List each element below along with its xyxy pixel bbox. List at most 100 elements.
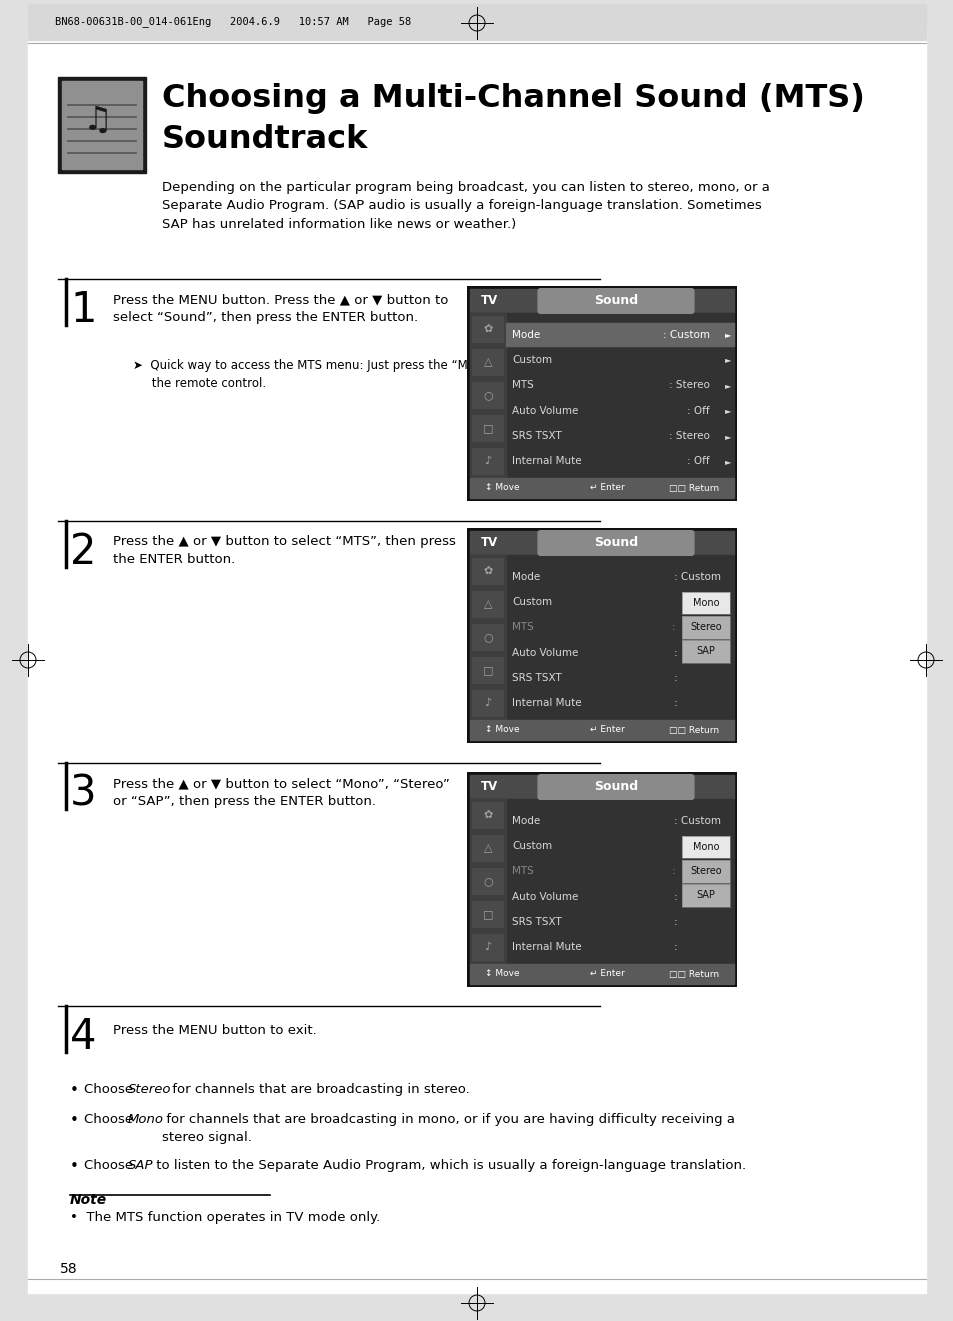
Text: Custom: Custom	[512, 597, 552, 606]
Bar	[472, 559, 503, 585]
FancyBboxPatch shape	[537, 530, 694, 556]
Text: Internal Mute: Internal Mute	[512, 457, 581, 466]
Text: ►: ►	[724, 330, 731, 339]
Text: Auto Volume: Auto Volume	[512, 406, 578, 416]
Text: ↵ Enter: ↵ Enter	[589, 483, 623, 493]
Bar	[470, 775, 733, 799]
Text: 58: 58	[60, 1262, 77, 1276]
Text: : Off: : Off	[687, 406, 709, 416]
Bar	[467, 528, 737, 742]
Text: MTS: MTS	[512, 622, 533, 633]
Text: ↕ Move: ↕ Move	[484, 970, 519, 979]
Text: TV: TV	[480, 536, 497, 550]
Text: Sound: Sound	[594, 781, 638, 794]
Bar	[681, 641, 729, 663]
Bar	[470, 799, 505, 964]
Text: ○: ○	[482, 633, 493, 642]
Bar	[470, 531, 733, 555]
Bar	[681, 592, 729, 614]
Text: □□ Return: □□ Return	[668, 483, 719, 493]
Text: to listen to the Separate Audio Program, which is usually a foreign-language tra: to listen to the Separate Audio Program,…	[152, 1159, 745, 1172]
Bar	[467, 771, 737, 987]
Text: MTS: MTS	[512, 867, 533, 876]
Text: :: :	[673, 674, 677, 683]
Bar	[472, 802, 503, 828]
Text: △: △	[483, 844, 492, 853]
Text: Custom: Custom	[512, 355, 552, 365]
Text: TV: TV	[480, 295, 497, 308]
Text: for channels that are broadcasting in mono, or if you are having difficulty rece: for channels that are broadcasting in mo…	[162, 1114, 734, 1144]
Text: :: :	[673, 699, 677, 708]
Text: ✿: ✿	[483, 811, 492, 820]
Bar	[472, 625, 503, 651]
Text: Soundtrack: Soundtrack	[162, 123, 368, 155]
Text: Auto Volume: Auto Volume	[512, 647, 578, 658]
FancyBboxPatch shape	[537, 774, 694, 801]
Text: □□ Return: □□ Return	[668, 970, 719, 979]
Text: ♪: ♪	[484, 942, 491, 952]
Bar	[470, 478, 733, 498]
Text: 4: 4	[70, 1016, 96, 1058]
Text: SAP: SAP	[696, 646, 715, 657]
Text: Mode: Mode	[512, 572, 539, 581]
Text: ↕ Move: ↕ Move	[484, 725, 519, 734]
Bar	[472, 934, 503, 960]
Bar	[470, 555, 733, 720]
Text: ►: ►	[724, 432, 731, 441]
Text: Stereo: Stereo	[689, 867, 721, 876]
Bar	[681, 860, 729, 882]
Text: : Custom: : Custom	[662, 329, 709, 339]
Text: : Stereo: : Stereo	[668, 431, 709, 441]
Text: Press the ▲ or ▼ button to select “Mono”, “Stereo”
or “SAP”, then press the ENTE: Press the ▲ or ▼ button to select “Mono”…	[112, 777, 450, 808]
Text: ○: ○	[482, 877, 493, 886]
Text: Mode: Mode	[512, 815, 539, 826]
Text: SRS TSXT: SRS TSXT	[512, 674, 561, 683]
Bar	[472, 316, 503, 342]
Bar	[470, 555, 505, 720]
Text: •: •	[70, 1114, 79, 1128]
Bar	[681, 641, 729, 663]
Bar	[681, 836, 729, 859]
Text: SRS TSXT: SRS TSXT	[512, 431, 561, 441]
Text: ↵ Enter: ↵ Enter	[589, 725, 623, 734]
Text: Mode: Mode	[512, 329, 539, 339]
Text: BN68-00631B-00_014-061Eng   2004.6.9   10:57 AM   Page 58: BN68-00631B-00_014-061Eng 2004.6.9 10:57…	[55, 17, 411, 28]
Text: ♫: ♫	[83, 104, 112, 136]
Text: ➤  Quick way to access the MTS menu: Just press the “MTS” button on
     the rem: ➤ Quick way to access the MTS menu: Just…	[132, 359, 549, 390]
Bar	[472, 448, 503, 474]
Bar	[470, 313, 733, 478]
Text: Sound: Sound	[594, 295, 638, 308]
Bar	[472, 868, 503, 894]
Bar	[472, 901, 503, 927]
Text: 2: 2	[70, 531, 96, 573]
Text: □: □	[482, 424, 493, 433]
Text: Choose: Choose	[84, 1083, 137, 1096]
Text: ♪: ♪	[484, 699, 491, 708]
Text: for channels that are broadcasting in stereo.: for channels that are broadcasting in st…	[168, 1083, 469, 1096]
Text: Stereo: Stereo	[128, 1083, 172, 1096]
Text: :: :	[673, 917, 677, 927]
Text: Choose: Choose	[84, 1114, 137, 1125]
Text: Mono: Mono	[692, 598, 719, 608]
Text: ○: ○	[482, 391, 493, 400]
Bar	[681, 616, 729, 638]
Text: ►: ►	[724, 380, 731, 390]
Text: SAP: SAP	[696, 890, 715, 901]
Bar	[472, 835, 503, 861]
Text: TV: TV	[480, 781, 497, 794]
Bar	[470, 313, 505, 478]
Bar	[681, 884, 729, 906]
Bar	[472, 592, 503, 618]
Text: □□ Return: □□ Return	[668, 725, 719, 734]
Text: ♪: ♪	[484, 457, 491, 466]
Text: Internal Mute: Internal Mute	[512, 942, 581, 952]
Bar	[28, 4, 925, 40]
Text: ✿: ✿	[483, 567, 492, 576]
Text: MTS: MTS	[512, 380, 533, 390]
Bar	[470, 964, 733, 984]
Bar	[472, 691, 503, 717]
Text: Press the MENU button. Press the ▲ or ▼ button to
select “Sound”, then press the: Press the MENU button. Press the ▲ or ▼ …	[112, 293, 448, 324]
Text: Choose: Choose	[84, 1159, 137, 1172]
Text: :: :	[673, 892, 677, 902]
Text: Depending on the particular program being broadcast, you can listen to stereo, m: Depending on the particular program bein…	[162, 181, 769, 231]
